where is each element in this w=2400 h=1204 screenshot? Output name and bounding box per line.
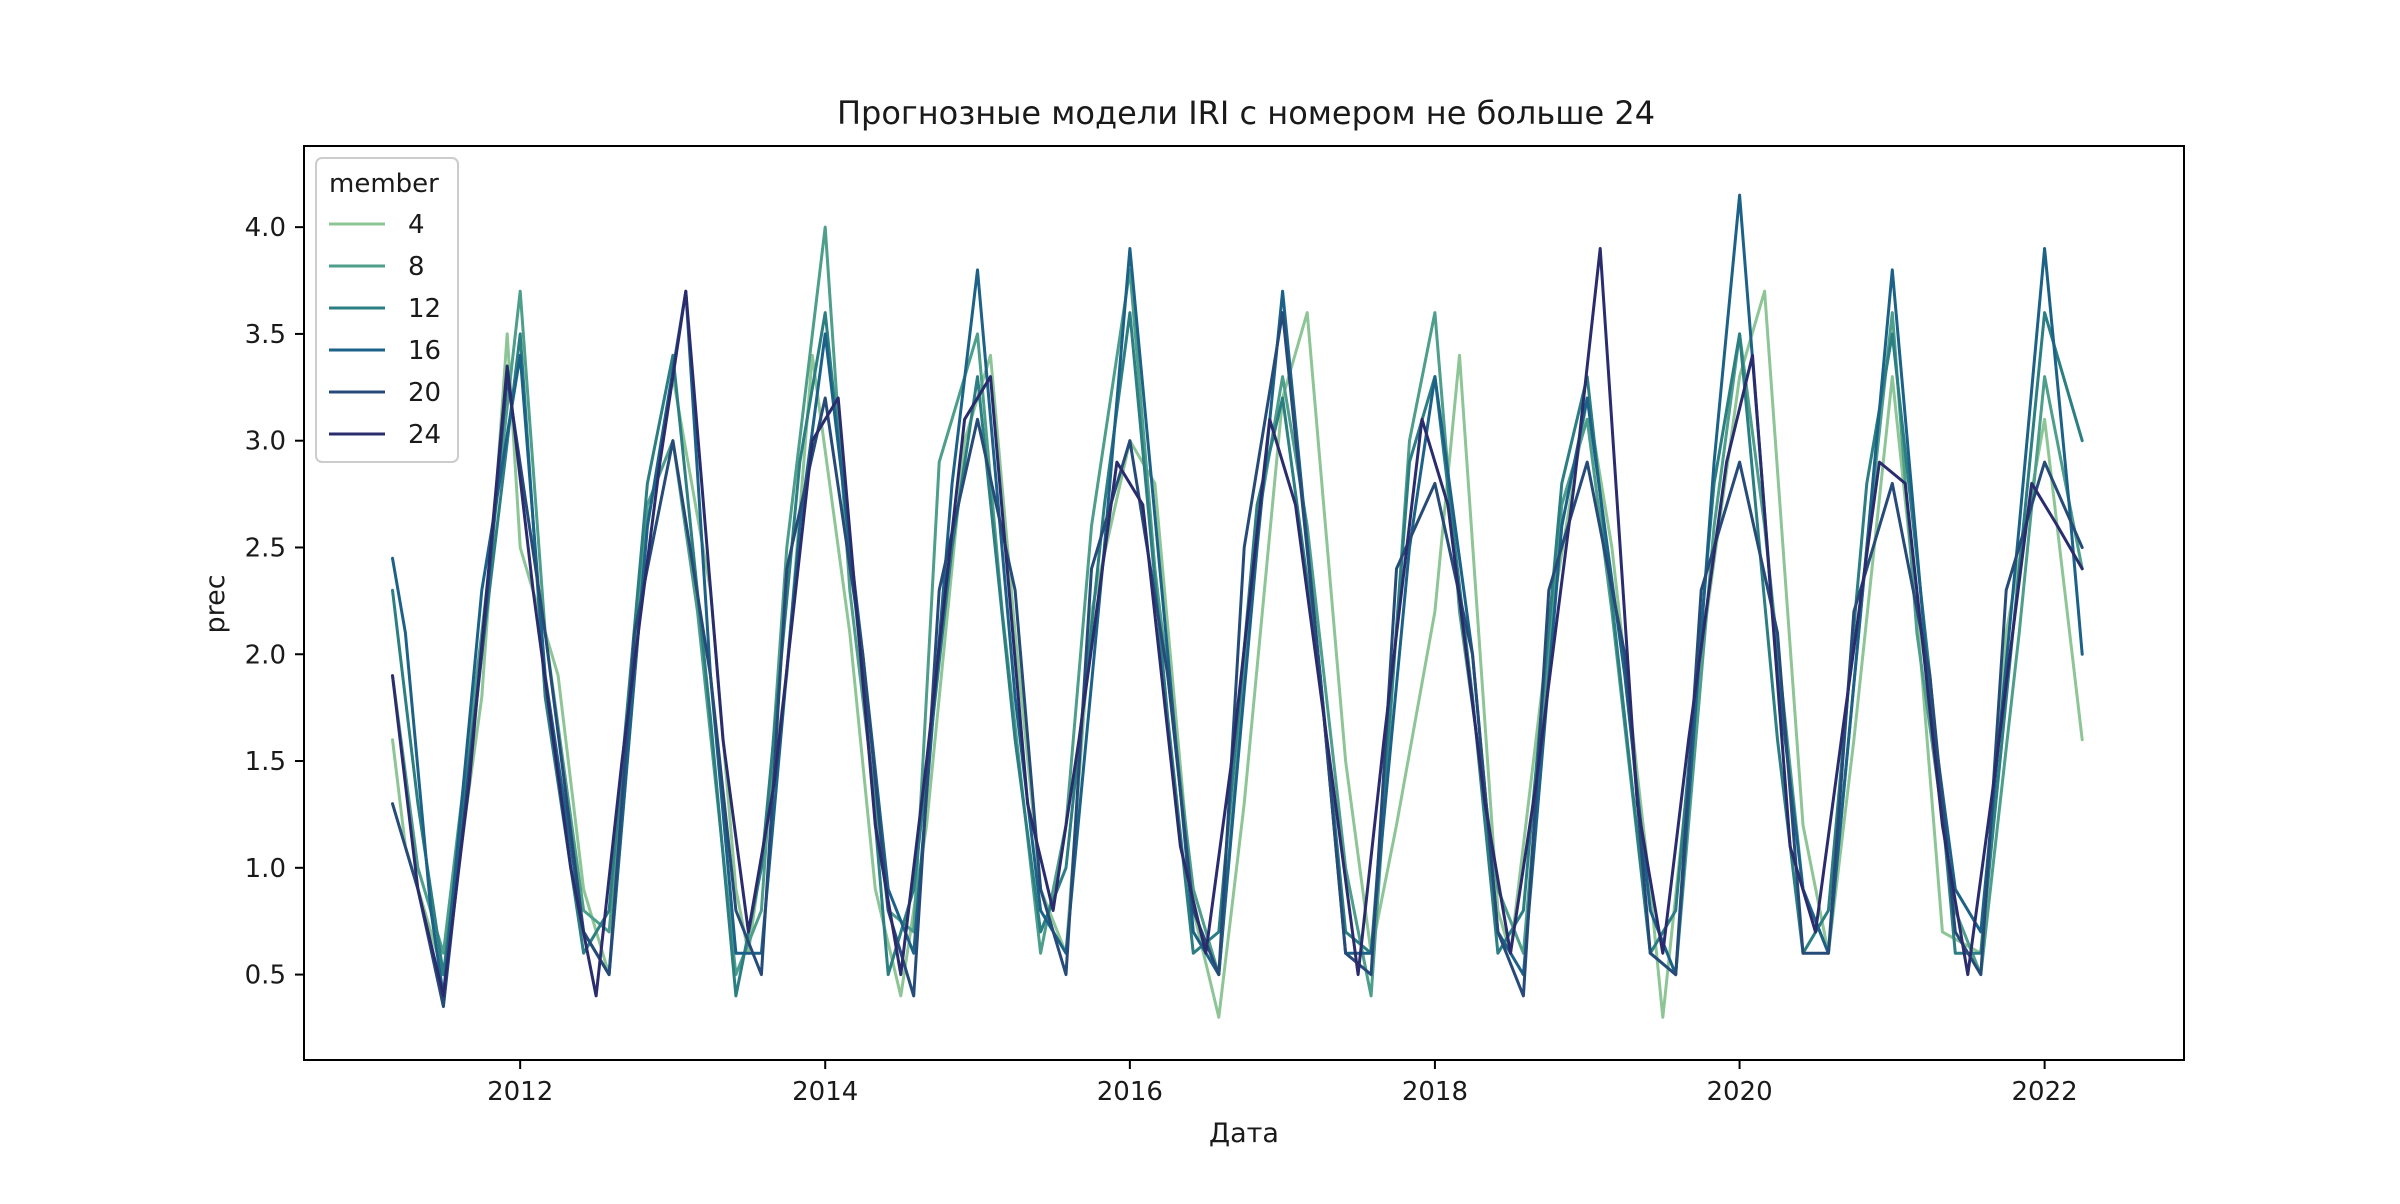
x-axis-label: Дата [1209, 1118, 1279, 1149]
legend-box [315, 157, 459, 463]
chart-title: Прогнозные модели IRI с номером не больш… [837, 94, 1655, 132]
y-tick-label: 1.5 [245, 747, 286, 777]
y-tick-label: 4.0 [245, 213, 286, 243]
legend-label-4: 4 [408, 210, 425, 240]
legend-label-24: 24 [408, 420, 441, 450]
legend-label-12: 12 [408, 294, 441, 324]
y-tick-label: 3.0 [245, 427, 286, 457]
series-line-24 [391, 247, 2084, 998]
series-line-8 [391, 225, 2084, 998]
series-line-16 [391, 193, 2084, 998]
legend-label-20: 20 [408, 378, 441, 408]
legend: member 4 8 12 16 20 24 [315, 157, 459, 463]
x-tick-label: 2020 [1706, 1077, 1772, 1107]
legend-label-16: 16 [408, 336, 441, 366]
x-tick-label: 2018 [1402, 1077, 1468, 1107]
y-tick-label: 1.0 [245, 854, 286, 884]
y-tick-label: 0.5 [245, 961, 286, 991]
x-tick-label: 2016 [1097, 1077, 1163, 1107]
legend-title: member [329, 169, 439, 199]
series-lines [391, 193, 2084, 1019]
x-tick-label: 2014 [792, 1077, 858, 1107]
y-tick-label: 3.5 [245, 320, 286, 350]
x-axis-ticks: 2012 2014 2016 2018 2020 2022 [487, 1060, 2078, 1107]
y-axis-label: prec [200, 574, 231, 633]
y-axis-ticks: 0.5 1.0 1.5 2.0 2.5 3.0 3.5 4.0 [245, 213, 304, 991]
x-tick-label: 2012 [487, 1077, 553, 1107]
plot-area-frame [303, 145, 2185, 1061]
x-tick-label: 2022 [2012, 1077, 2078, 1107]
legend-label-8: 8 [408, 252, 425, 282]
y-tick-label: 2.5 [245, 533, 286, 563]
y-tick-label: 2.0 [245, 640, 286, 670]
